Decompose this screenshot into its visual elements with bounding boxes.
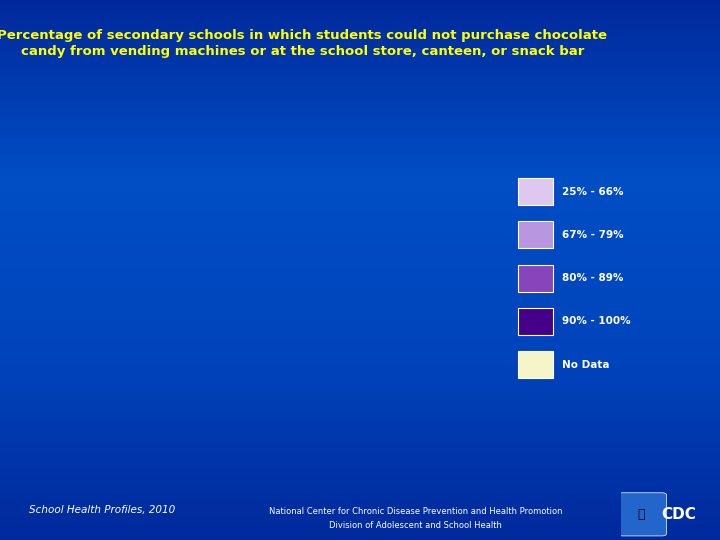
- Text: candy from vending machines or at the school store, canteen, or snack bar: candy from vending machines or at the sc…: [21, 45, 584, 58]
- Bar: [518, 265, 553, 292]
- Text: National Center for Chronic Disease Prevention and Health Promotion: National Center for Chronic Disease Prev…: [269, 507, 562, 516]
- Text: Division of Adolescent and School Health: Division of Adolescent and School Health: [329, 521, 503, 530]
- Text: 80% - 89%: 80% - 89%: [562, 273, 623, 283]
- Text: 67% - 79%: 67% - 79%: [562, 230, 624, 240]
- Text: CDC: CDC: [661, 507, 696, 522]
- Text: Percentage of secondary schools in which students could not purchase chocolate: Percentage of secondary schools in which…: [0, 29, 608, 42]
- Bar: [518, 351, 553, 378]
- Text: 25% - 66%: 25% - 66%: [562, 187, 623, 197]
- Text: 🦅: 🦅: [637, 508, 645, 521]
- Bar: [518, 308, 553, 335]
- Bar: [518, 178, 553, 205]
- Text: No Data: No Data: [562, 360, 609, 369]
- Bar: [518, 221, 553, 248]
- FancyBboxPatch shape: [618, 493, 667, 536]
- Text: 90% - 100%: 90% - 100%: [562, 316, 630, 326]
- Text: School Health Profiles, 2010: School Health Profiles, 2010: [29, 505, 175, 515]
